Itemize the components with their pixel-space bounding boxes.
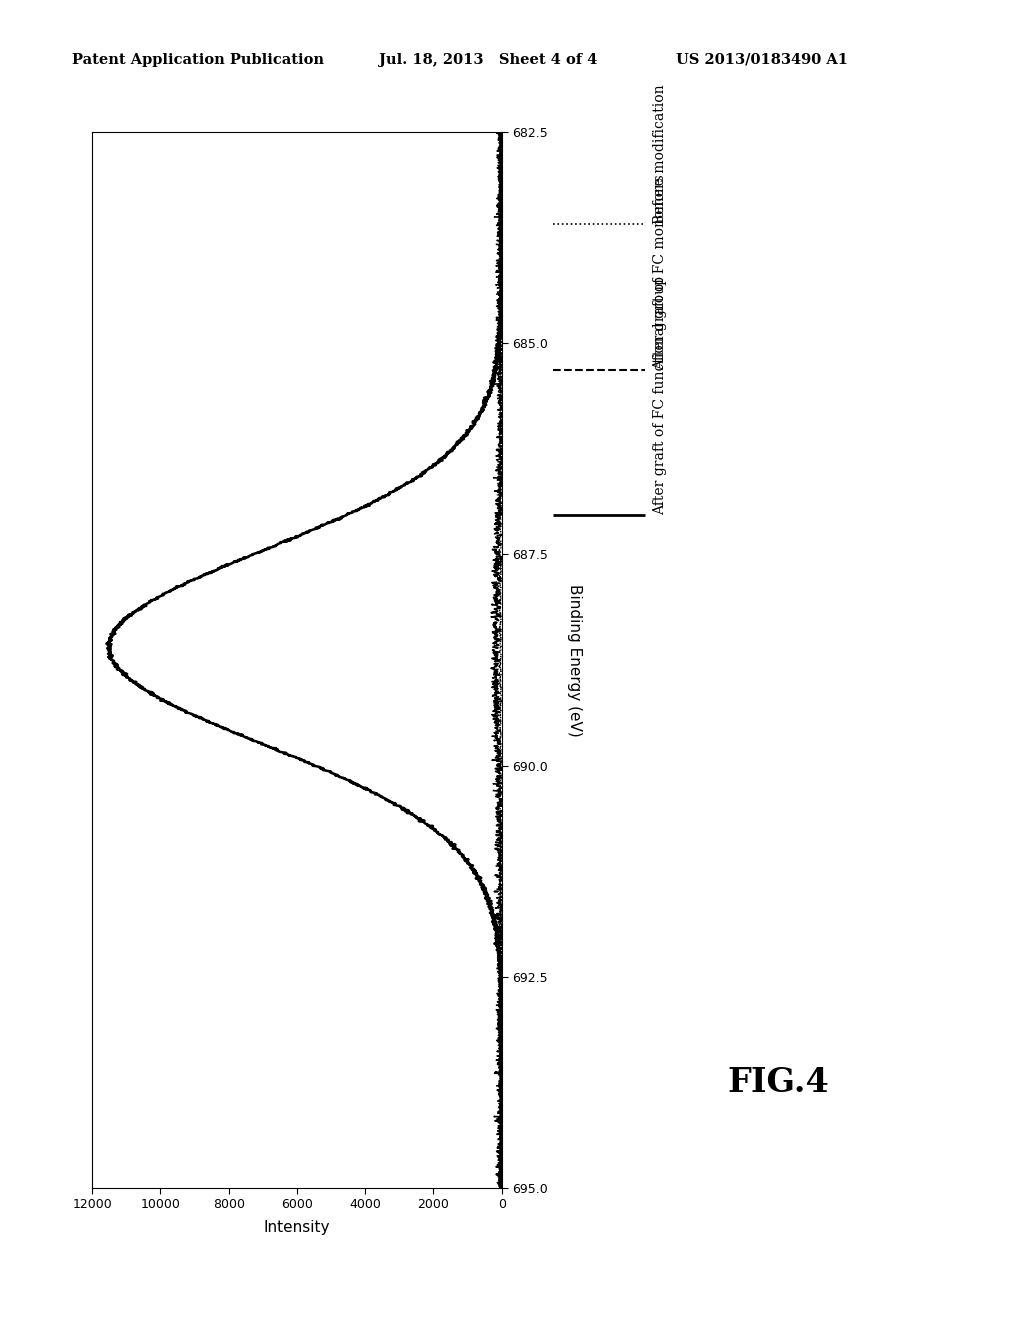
- Text: After graft of FC monomers: After graft of FC monomers: [653, 174, 668, 370]
- Y-axis label: Binding Energy (eV): Binding Energy (eV): [567, 583, 583, 737]
- Text: Before modification: Before modification: [653, 84, 668, 224]
- Text: After graft of FC functional group: After graft of FC functional group: [653, 276, 668, 515]
- Text: US 2013/0183490 A1: US 2013/0183490 A1: [676, 53, 848, 67]
- Text: FIG.4: FIG.4: [727, 1067, 829, 1098]
- Text: Patent Application Publication: Patent Application Publication: [72, 53, 324, 67]
- Text: Jul. 18, 2013   Sheet 4 of 4: Jul. 18, 2013 Sheet 4 of 4: [379, 53, 597, 67]
- X-axis label: Intensity: Intensity: [264, 1220, 330, 1234]
